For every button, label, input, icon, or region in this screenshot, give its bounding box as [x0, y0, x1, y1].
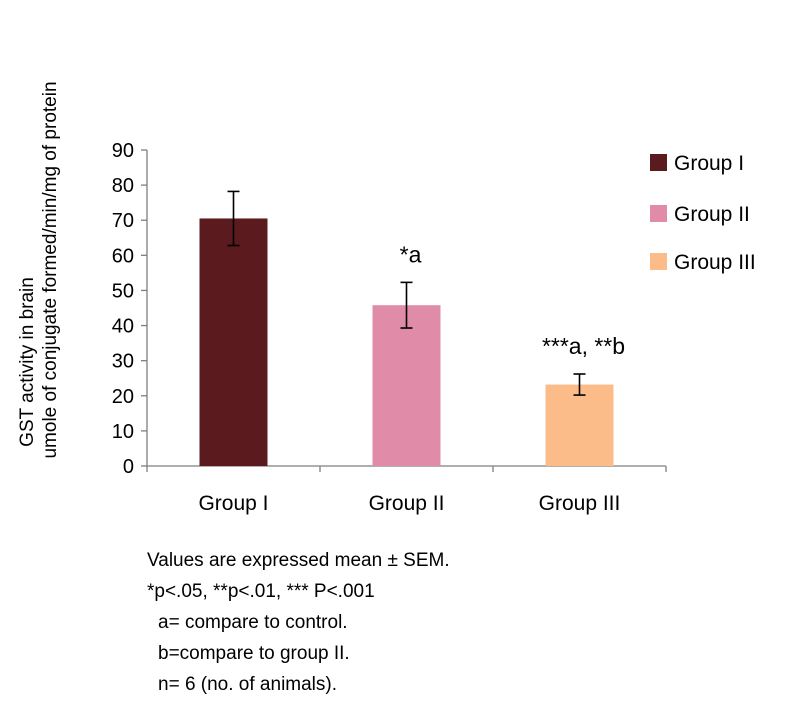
x-category-label: Group III	[539, 492, 621, 515]
chart-notes: Values are expressed mean ± SEM. *p<.05,…	[147, 545, 450, 700]
note-values: Values are expressed mean ± SEM.	[147, 550, 450, 571]
y-tick-label: 30	[112, 351, 134, 373]
y-tick-label: 60	[112, 245, 134, 267]
y-tick-label: 20	[112, 386, 134, 408]
bar-chart: 0 10 20 30 40 50 60 70 80 90 Group I Group II *a Grou…	[17, 81, 756, 515]
legend-label: Group III	[674, 251, 756, 274]
legend-swatch	[650, 253, 667, 270]
significance-annotation: *a	[400, 241, 422, 267]
note-sample-size: n= 6 (no. of animals).	[158, 674, 338, 695]
bar	[545, 384, 614, 466]
y-tick-label: 0	[123, 456, 134, 478]
legend-label: Group II	[674, 203, 750, 226]
y-axis-label-line-1: GST activity in brain	[17, 277, 38, 447]
bar	[372, 305, 441, 466]
y-tick-label: 80	[112, 175, 134, 197]
y-tick-label: 50	[112, 280, 134, 302]
y-tick-label: 90	[112, 140, 134, 162]
bar	[199, 218, 268, 466]
y-axis-label-line-2: umole of conjugate formed/min/mg of prot…	[40, 81, 61, 458]
y-tick-label: 70	[112, 210, 134, 232]
y-tick-label: 10	[112, 421, 134, 443]
x-category-label: Group II	[369, 492, 445, 515]
y-tick-label: 40	[112, 316, 134, 338]
legend-swatch	[650, 154, 667, 171]
legend-label: Group I	[674, 152, 744, 175]
note-significance: *p<.05, **p<.01, *** P<.001	[147, 581, 375, 602]
legend-swatch	[650, 205, 667, 222]
significance-annotation: ***a, **b	[542, 333, 625, 359]
x-category-label: Group I	[198, 492, 268, 515]
note-b-definition: b=compare to group II.	[158, 643, 350, 664]
note-a-definition: a= compare to control.	[158, 612, 348, 633]
